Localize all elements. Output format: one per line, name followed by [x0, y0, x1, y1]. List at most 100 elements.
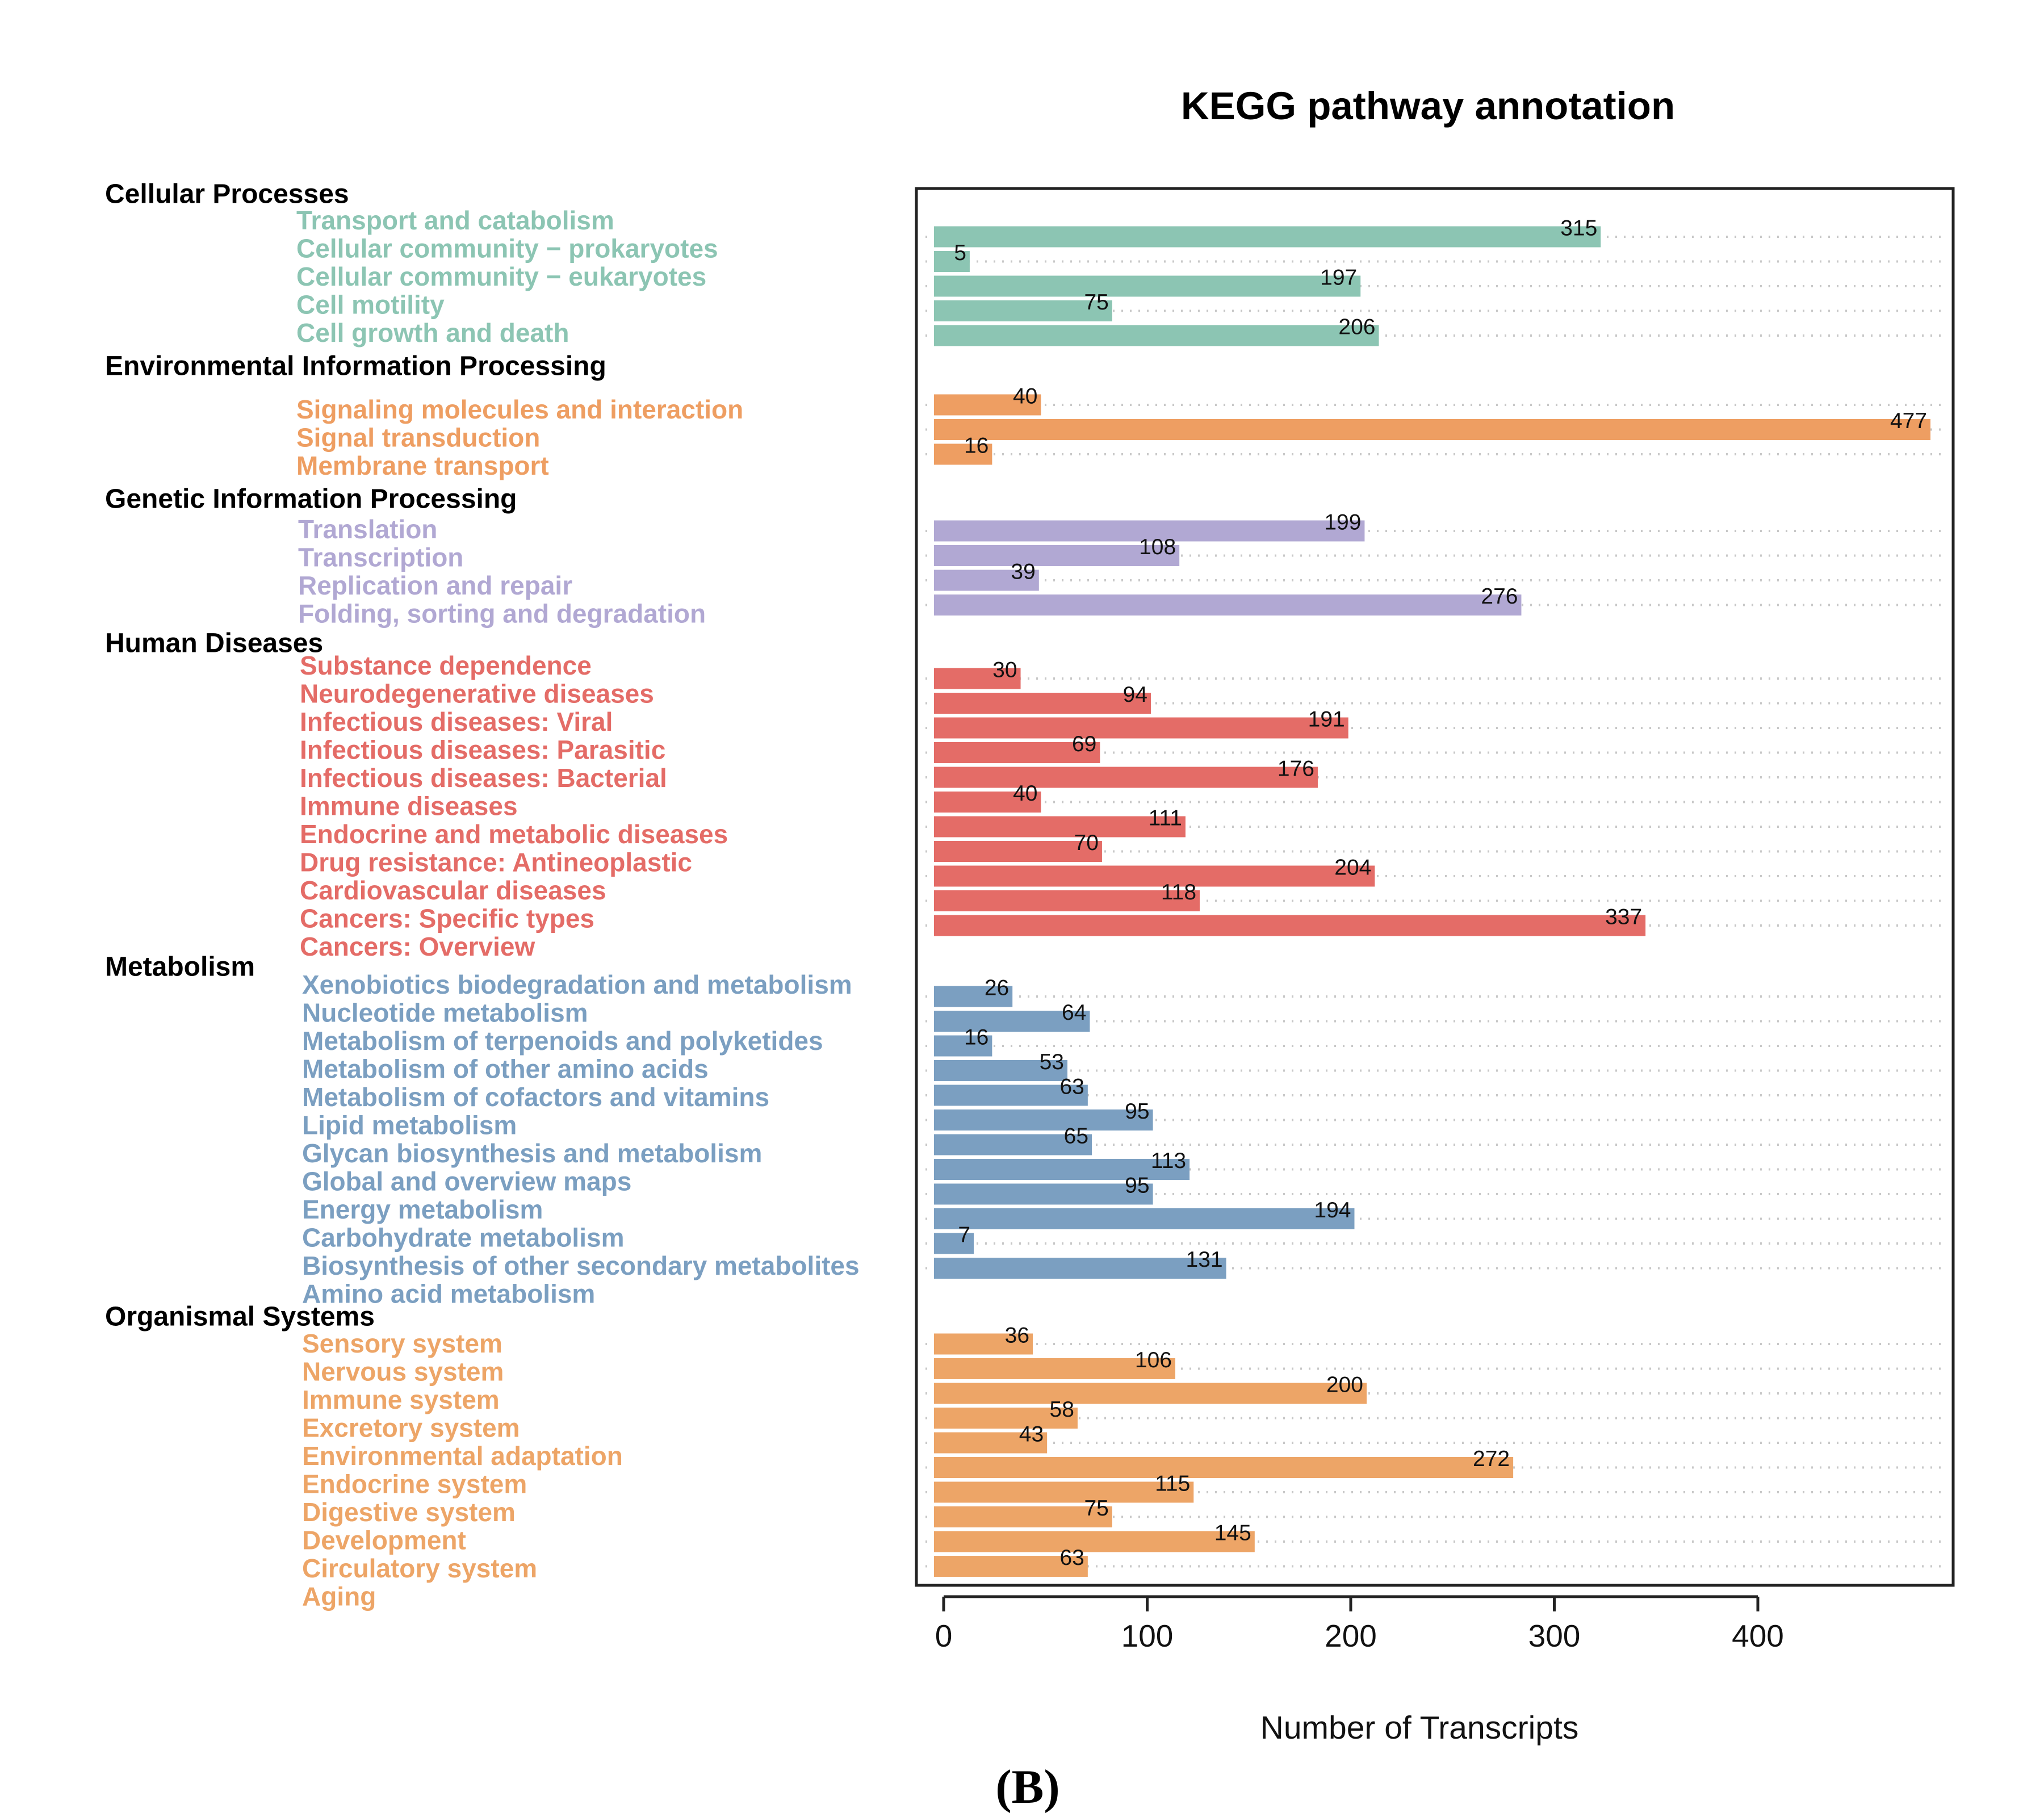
bar-value-label: 200 — [1326, 1372, 1363, 1397]
bar-value-label: 315 — [1560, 216, 1597, 240]
category-label: Carbohydrate metabolism — [302, 1223, 624, 1253]
x-tick-label: 100 — [1121, 1618, 1174, 1653]
group-label: Organismal Systems — [105, 1302, 375, 1332]
bar-value-label: 115 — [1155, 1471, 1190, 1496]
bar — [934, 792, 1041, 813]
bar-value-label: 75 — [1084, 1496, 1108, 1521]
bar — [934, 1085, 1088, 1106]
bar — [934, 890, 1200, 911]
category-label: Excretory system — [302, 1413, 520, 1443]
bar — [934, 1035, 992, 1057]
bar — [934, 865, 1375, 887]
category-label: Environmental adaptation — [302, 1441, 623, 1471]
category-label: Metabolism of other amino acids — [302, 1054, 709, 1084]
bars — [934, 226, 1931, 1577]
bar — [934, 1060, 1068, 1081]
bar — [934, 1333, 1033, 1355]
category-label: Energy metabolism — [302, 1195, 543, 1224]
bar — [934, 1258, 1226, 1279]
category-label: Cellular community − eukaryotes — [296, 262, 706, 291]
category-label: Cell motility — [296, 290, 445, 320]
bar — [934, 1457, 1514, 1478]
bar — [934, 1556, 1088, 1577]
x-tick-label: 300 — [1528, 1618, 1581, 1653]
bar — [934, 325, 1379, 346]
category-label: Global and overview maps — [302, 1167, 631, 1196]
bar-value-label: 199 — [1324, 510, 1361, 534]
bar — [934, 915, 1646, 936]
bar-value-label: 191 — [1308, 707, 1345, 731]
bar-value-label: 64 — [1062, 1000, 1086, 1025]
bar-value-label: 7 — [958, 1222, 970, 1247]
bar-value-label: 16 — [964, 433, 989, 458]
bar-value-label: 30 — [992, 658, 1017, 682]
bar-value-label: 53 — [1040, 1050, 1064, 1074]
category-label: Infectious diseases: Bacterial — [300, 763, 667, 793]
group-label: Human Diseases — [105, 629, 323, 659]
bar — [934, 767, 1318, 788]
bar — [934, 693, 1151, 714]
bar — [934, 986, 1013, 1007]
bar-value-label: 118 — [1161, 880, 1196, 905]
category-label: Nervous system — [302, 1357, 504, 1387]
bar-value-label: 36 — [1005, 1323, 1029, 1347]
bar-value-label: 65 — [1064, 1124, 1088, 1148]
category-label: Metabolism of terpenoids and polyketides — [302, 1026, 823, 1056]
bar — [934, 668, 1021, 689]
category-label: Immune diseases — [300, 792, 518, 821]
category-label: Folding, sorting and degradation — [298, 599, 706, 629]
bar-value-label: 106 — [1135, 1348, 1172, 1372]
bar-value-label: 39 — [1011, 559, 1035, 584]
figure-caption: (B) — [995, 1760, 1059, 1813]
category-label: Transcription — [298, 543, 463, 572]
bar — [934, 300, 1112, 321]
category-label: Digestive system — [302, 1497, 516, 1527]
bar — [934, 570, 1039, 591]
bar-value-label: 5 — [954, 241, 966, 265]
bar — [934, 1208, 1355, 1229]
category-label: Substance dependence — [300, 651, 592, 680]
group-label: Cellular Processes — [105, 179, 349, 210]
category-label: Signaling molecules and interaction — [296, 395, 743, 424]
category-label: Cancers: Overview — [300, 932, 535, 961]
category-label: Immune system — [302, 1385, 500, 1414]
category-label: Biosynthesis of other secondary metaboli… — [302, 1251, 860, 1280]
bar-value-label: 40 — [1013, 384, 1037, 408]
bar — [934, 1183, 1153, 1205]
chart-title: KEGG pathway annotation — [1181, 84, 1675, 128]
bar-value-label: 272 — [1473, 1447, 1510, 1471]
bar — [934, 717, 1348, 739]
bar — [934, 1506, 1112, 1527]
bar-value-label: 197 — [1320, 265, 1357, 290]
bar — [934, 1233, 974, 1254]
category-label: Metabolism of cofactors and vitamins — [302, 1082, 769, 1112]
bar — [934, 594, 1522, 616]
bar-value-label: 40 — [1013, 781, 1037, 806]
category-label: Development — [302, 1526, 466, 1555]
bar — [934, 419, 1931, 440]
category-label: Sensory system — [302, 1329, 502, 1358]
category-label: Endocrine system — [302, 1469, 527, 1499]
category-label: Xenobiotics biodegradation and metabolis… — [302, 970, 852, 999]
bar-value-label: 95 — [1125, 1173, 1149, 1197]
bar — [934, 1358, 1176, 1379]
bar-value-label: 145 — [1214, 1521, 1251, 1545]
bar-value-label: 204 — [1334, 855, 1371, 880]
plot-frame — [915, 187, 1955, 1587]
bar-value-label: 69 — [1072, 732, 1096, 756]
category-label: Infectious diseases: Viral — [300, 707, 613, 736]
category-label: Aging — [302, 1582, 376, 1611]
bar — [934, 841, 1102, 862]
category-label: Glycan biosynthesis and metabolism — [302, 1138, 762, 1168]
bar-value-label: 276 — [1481, 584, 1518, 609]
x-tick-label: 400 — [1732, 1618, 1784, 1653]
bar-value-label: 70 — [1074, 831, 1099, 855]
bar — [934, 1481, 1194, 1503]
bar — [934, 443, 992, 465]
group-label: Environmental Information Processing — [105, 351, 606, 382]
x-axis: 0 100 200 300 400 — [935, 1595, 1784, 1653]
bar — [934, 226, 1601, 248]
bar-value-label: 176 — [1278, 756, 1314, 781]
